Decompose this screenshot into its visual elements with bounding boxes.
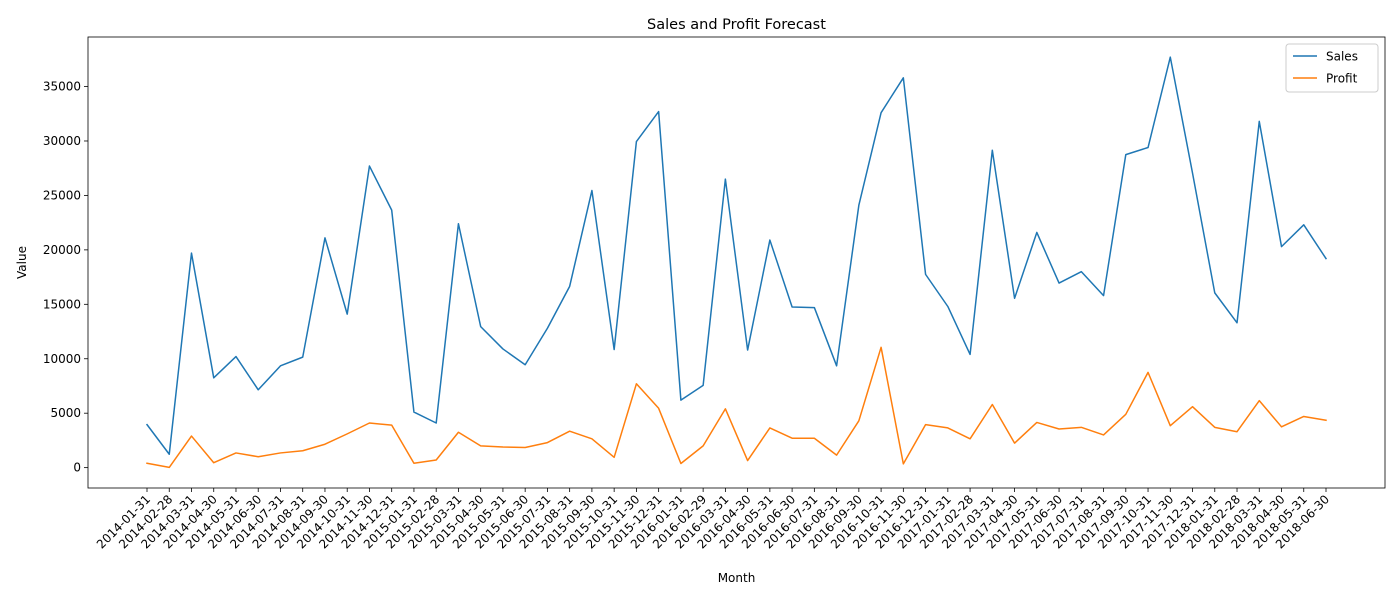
y-tick-label: 10000 bbox=[43, 352, 81, 366]
y-tick-label: 20000 bbox=[43, 243, 81, 257]
x-axis-ticks: 2014-01-312014-02-282014-03-312014-04-30… bbox=[94, 488, 1332, 551]
legend-label-sales: Sales bbox=[1326, 50, 1358, 64]
series-line-sales bbox=[145, 56, 1328, 455]
y-tick-label: 25000 bbox=[43, 188, 81, 202]
legend: Sales Profit bbox=[1285, 43, 1379, 93]
chart-title: Sales and Profit Forecast bbox=[647, 17, 826, 33]
series-line-profit bbox=[146, 346, 1327, 469]
legend-label-profit: Profit bbox=[1326, 72, 1358, 86]
series-layer bbox=[145, 56, 1328, 469]
x-axis-label: Month bbox=[718, 571, 756, 585]
y-tick-label: 5000 bbox=[50, 406, 81, 420]
y-tick-label: 15000 bbox=[43, 297, 81, 311]
y-tick-label: 30000 bbox=[43, 134, 81, 148]
y-tick-label: 0 bbox=[73, 461, 81, 475]
y-axis-ticks: 0 5000 10000 15000 20000 25000 30000 35000 bbox=[43, 80, 88, 475]
y-tick-label: 35000 bbox=[43, 80, 81, 94]
y-axis-label: Value bbox=[15, 246, 29, 279]
axes-frame bbox=[87, 36, 1386, 489]
